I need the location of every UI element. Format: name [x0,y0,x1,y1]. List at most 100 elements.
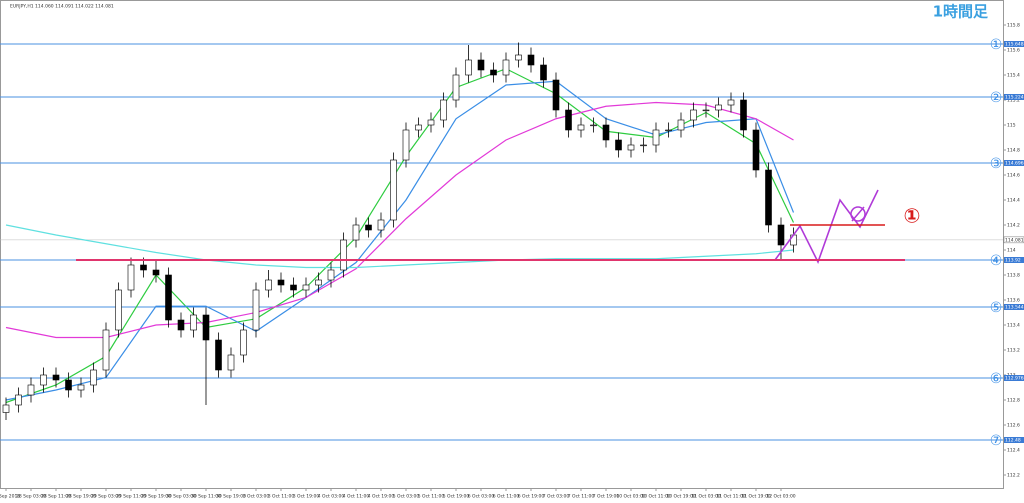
candle-body [702,109,710,112]
level-label: ⑥ [990,371,1003,387]
candle-body [15,394,22,406]
moving-average [5,80,795,401]
level-price: 113.92 [1005,258,1021,264]
candle-body [577,124,585,131]
forecast-mark-slash [851,206,865,222]
x-tick-label: 5 Oct 03:00 [393,494,420,500]
level-label: ② [990,90,1003,106]
x-tick-label: 29 Sep 03:00 [91,494,121,500]
candle-body [590,124,597,127]
y-tick-label: 115.8 [1007,23,1020,29]
level-price: 113.544 [1005,305,1024,311]
last-price-label: 114.081 [1005,237,1024,243]
candle-body [415,124,422,131]
candle-body [290,284,297,291]
candle-body [527,54,535,66]
x-tick-label: 7 Oct 03:00 [543,494,570,500]
plot-frame [0,0,1004,489]
level-price: 114.696 [1005,161,1024,167]
candle-body [177,319,185,331]
candle-body [777,224,785,246]
x-tick-label: 30 Sep 11:00 [191,494,221,500]
y-tick-label: 114.4 [1007,198,1020,204]
candle-body [615,139,622,151]
candle-body [740,99,747,131]
x-tick-label: 6 Oct 11:00 [493,494,520,500]
candle-body [652,129,660,146]
level-label: ⑤ [990,300,1003,316]
candle-body [77,384,85,391]
x-tick-label: 6 Oct 03:00 [468,494,495,500]
x-tick-label: 29 Sep 19:00 [141,494,171,500]
chart-header: EURJPY,H1 114.060 114.091 114.022 114.08… [10,4,114,10]
forecast-path [774,189,879,265]
x-tick-label: 6 Oct 19:00 [518,494,545,500]
y-tick-label: 112.4 [1007,448,1020,454]
y-tick-label: 113.6 [1007,298,1020,304]
candle-body [540,64,547,81]
level-price-tag [1004,257,1024,263]
candle-body [715,104,722,111]
candle-body [640,144,647,147]
candle-body [565,109,572,131]
annotation: ① [904,204,921,228]
level-price-tag [1004,375,1024,381]
y-tick-label: 115 [1007,123,1016,129]
x-tick-label: 27 Sep 2016 [0,494,20,500]
y-tick-label: 112.2 [1007,473,1020,479]
y-tick-label: 115.6 [1007,48,1020,54]
candle-body [115,289,122,331]
candle-body [40,374,47,386]
candle-body [240,329,247,356]
x-tick-label: 11 Oct 19:00 [741,494,770,500]
candle-body [252,289,260,331]
y-tick-label: 115.4 [1007,73,1020,79]
x-tick-label: 28 Sep 03:00 [16,494,46,500]
candle-body [227,354,235,371]
chart-title: 1時間足 [933,3,989,21]
candle-body [140,264,147,271]
candle-body [490,69,497,76]
candle-body [215,339,222,371]
candle-body [502,59,510,76]
y-tick-label: 114.6 [1007,173,1020,179]
candle-body [190,314,197,331]
x-tick-label: 29 Sep 11:00 [116,494,146,500]
y-tick-label: 112.8 [1007,398,1020,404]
x-tick-label: 28 Sep 11:00 [41,494,71,500]
moving-average [5,224,794,269]
candle-body [390,159,397,221]
candle-body [340,239,347,271]
x-tick-label: 12 Oct 03:00 [766,494,795,500]
candle-body [727,99,735,106]
candle-body [152,269,160,276]
x-tick-label: 3 Oct 03:00 [243,494,270,500]
x-tick-label: 3 Oct 11:00 [268,494,295,500]
x-tick-label: 3 Oct 19:00 [293,494,320,500]
candle-body [302,284,310,291]
y-tick-label: 114.8 [1007,148,1020,154]
forecast-mark [850,206,866,222]
y-tick-label: 113.2 [1007,348,1020,354]
candle-body [602,124,610,141]
candle-body [440,99,447,121]
candle-body [165,274,172,321]
candle-body [127,264,135,291]
level-label: ③ [990,156,1003,172]
candle-body [265,279,272,291]
x-tick-label: 4 Oct 03:00 [318,494,345,500]
level-price: 112.976 [1005,376,1024,382]
candle-body [690,109,697,121]
x-tick-label: 5 Oct 19:00 [443,494,470,500]
candle-body [365,224,372,231]
level-price-tag [1004,41,1024,47]
candle-body [427,119,435,126]
level-price-tag [1004,94,1024,100]
moving-average [5,101,794,339]
y-tick-label: 115.2 [1007,98,1020,104]
x-tick-label: 30 Sep 19:00 [216,494,246,500]
candle-body [465,59,472,76]
x-tick-label: 11 Oct 11:00 [716,494,745,500]
candle-body [27,384,35,396]
